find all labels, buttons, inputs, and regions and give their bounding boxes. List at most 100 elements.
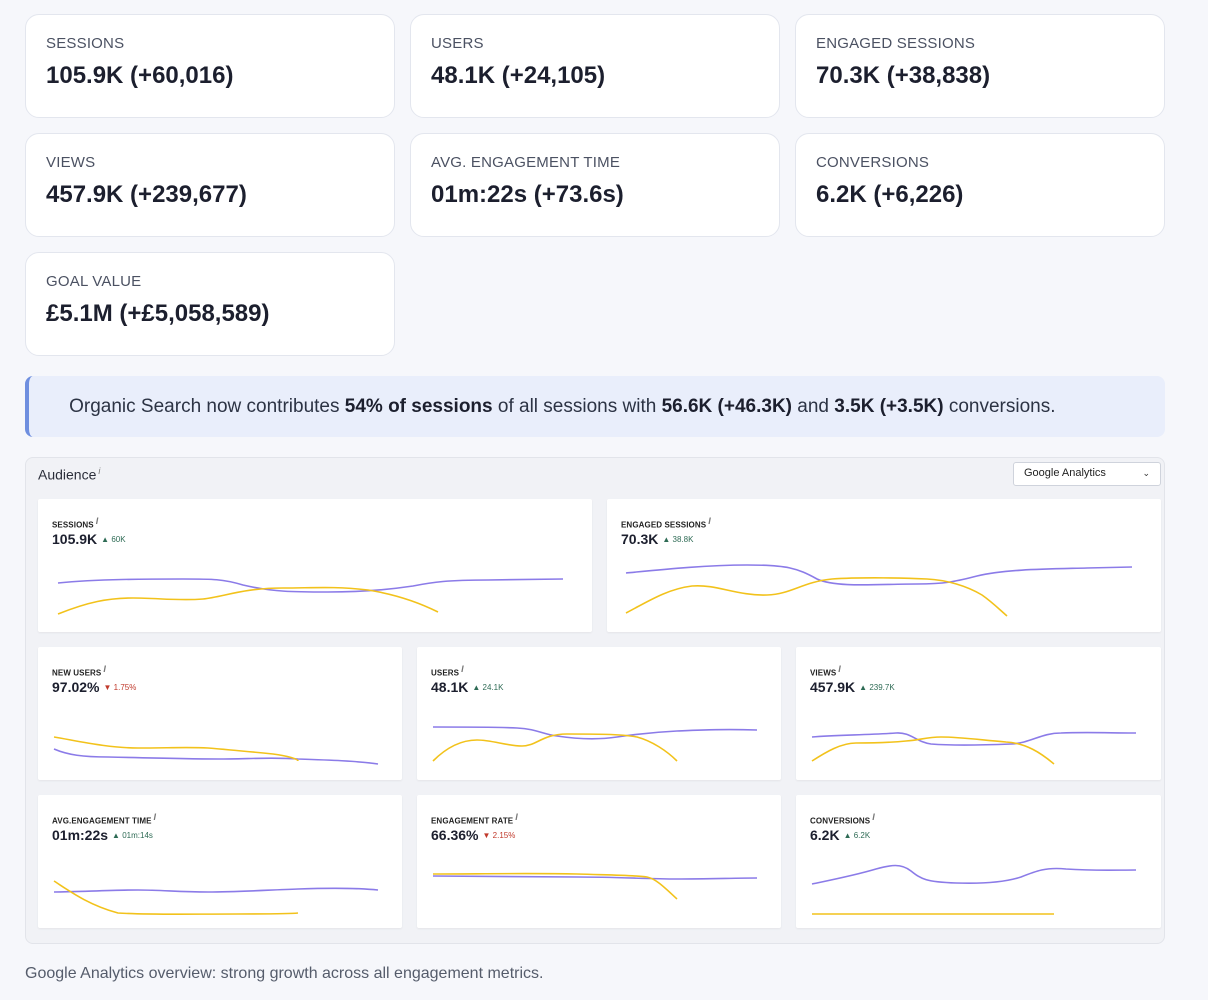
info-icon[interactable]: i <box>838 664 841 674</box>
metric-card-conversions[interactable]: CONVERSIONS i 6.2K ▲ 6.2K <box>796 795 1161 928</box>
sparkline-previous <box>432 733 678 762</box>
kpi-value: 01m:22s (+73.6s) <box>431 181 624 208</box>
sparkline-previous <box>811 736 1055 765</box>
delta-up-icon: ▲ <box>112 831 120 840</box>
card-value-text: 66.36% <box>431 827 479 843</box>
card-title-text: ENGAGED SESSIONS <box>621 520 707 530</box>
sparkline <box>432 872 758 900</box>
kpi-label: SESSIONS <box>46 35 125 52</box>
sparkline <box>811 864 1137 915</box>
delta-badge: ▼ 1.75% <box>103 683 136 692</box>
card-value-text: 01m:22s <box>52 827 109 843</box>
metric-card-views[interactable]: VIEWS i 457.9K ▲ 239.7K <box>796 647 1161 780</box>
callout-text: Organic Search now contributes <box>69 395 345 417</box>
info-icon[interactable]: i <box>103 664 106 674</box>
card-value: 66.36% ▼ 2.15% <box>431 827 515 843</box>
sparkline-previous <box>53 736 299 762</box>
kpi-label: ENGAGED SESSIONS <box>816 35 976 52</box>
metric-card-avg-engagement-time[interactable]: AVG.ENGAGEMENT TIME i 01m:22s ▲ 01m:14s <box>38 795 402 928</box>
kpi-value: 70.3K (+38,838) <box>816 62 991 89</box>
delta-text: 6.2K <box>853 831 871 840</box>
callout-share: 54% of sessions <box>344 395 493 417</box>
sparkline <box>625 564 1133 617</box>
sparkline <box>57 578 564 615</box>
sparkline-previous <box>57 586 439 615</box>
metric-card-users[interactable]: USERS i 48.1K ▲ 24.1K <box>417 647 781 780</box>
delta-down-icon: ▼ <box>482 831 491 840</box>
card-title-text: ENGAGEMENT RATE <box>431 816 514 826</box>
info-icon[interactable]: i <box>98 466 101 476</box>
delta-badge: ▲ 6.2K <box>844 831 871 840</box>
metric-card-engaged-sessions[interactable]: ENGAGED SESSIONS i 70.3K ▲ 38.8K <box>607 499 1161 632</box>
kpi-label: CONVERSIONS <box>816 154 930 171</box>
kpi-card-conversions: CONVERSIONS 6.2K (+6,226) <box>795 133 1165 237</box>
kpi-value: 105.9K (+60,016) <box>46 62 234 89</box>
info-icon[interactable]: i <box>872 812 875 822</box>
callout-text: and <box>792 395 835 417</box>
sparkline <box>811 731 1137 765</box>
card-title: CONVERSIONS i <box>810 812 875 826</box>
sparkline-current <box>811 864 1137 885</box>
delta-text: 239.7K <box>869 683 895 692</box>
card-title-text: NEW USERS <box>52 668 102 678</box>
info-icon[interactable]: i <box>515 812 518 822</box>
callout-conversions: 3.5K (+3.5K) <box>834 395 944 417</box>
card-value: 6.2K ▲ 6.2K <box>810 827 870 843</box>
kpi-card-users: USERS 48.1K (+24,105) <box>410 14 780 118</box>
card-title: ENGAGEMENT RATE i <box>431 812 518 826</box>
kpi-label: GOAL VALUE <box>46 273 142 290</box>
card-title: SESSIONS i <box>52 516 98 530</box>
card-value: 48.1K ▲ 24.1K <box>431 679 503 695</box>
card-title-text: CONVERSIONS <box>810 816 871 826</box>
sparkline-previous <box>625 577 1008 617</box>
delta-text: 24.1K <box>482 683 504 692</box>
sparkline-previous <box>53 880 299 916</box>
kpi-value: 6.2K (+6,226) <box>816 181 964 208</box>
kpi-value: £5.1M (+£5,058,589) <box>46 300 270 327</box>
delta-up-icon: ▲ <box>101 535 110 544</box>
kpi-card-engaged-sessions: ENGAGED SESSIONS 70.3K (+38,838) <box>795 14 1165 118</box>
kpi-label: USERS <box>431 35 484 52</box>
callout-text: conversions. <box>943 395 1056 417</box>
metric-card-engagement-rate[interactable]: ENGAGEMENT RATE i 66.36% ▼ 2.15% <box>417 795 781 928</box>
callout-text: of all sessions with <box>492 395 662 417</box>
delta-text: 60K <box>111 535 126 544</box>
card-value-text: 97.02% <box>52 679 100 695</box>
card-value-text: 457.9K <box>810 679 856 695</box>
chevron-down-icon: ⌄ <box>1142 468 1150 478</box>
metric-card-new-users[interactable]: NEW USERS i 97.02% ▼ 1.75% <box>38 647 402 780</box>
delta-text: 38.8K <box>672 535 694 544</box>
callout-sessions: 56.6K (+46.3K) <box>661 395 793 417</box>
delta-up-icon: ▲ <box>472 683 481 692</box>
card-value-text: 6.2K <box>810 827 840 843</box>
kpi-card-goal-value: GOAL VALUE £5.1M (+£5,058,589) <box>25 252 395 356</box>
delta-badge: ▲ 239.7K <box>859 683 895 692</box>
insight-callout: Organic Search now contributes 54% of se… <box>25 376 1165 437</box>
sparkline-current <box>625 564 1133 586</box>
sparkline-previous <box>432 872 678 900</box>
footer-caption: Google Analytics overview: strong growth… <box>25 965 544 982</box>
audience-title-text: Audience <box>38 466 97 483</box>
delta-text: 2.15% <box>492 831 516 840</box>
sparkline-current <box>53 748 379 765</box>
info-icon[interactable]: i <box>153 812 157 822</box>
kpi-card-avg-engagement-time: AVG. ENGAGEMENT TIME 01m:22s (+73.6s) <box>410 133 780 237</box>
delta-up-icon: ▲ <box>843 831 852 840</box>
info-icon[interactable]: i <box>708 516 711 526</box>
metric-card-sessions[interactable]: SESSIONS i 105.9K ▲ 60K <box>38 499 592 632</box>
delta-badge: ▼ 2.15% <box>482 831 515 840</box>
sparkline <box>53 736 379 765</box>
info-icon[interactable]: i <box>461 664 464 674</box>
kpi-value: 48.1K (+24,105) <box>431 62 606 89</box>
delta-text: 1.75% <box>113 683 137 692</box>
delta-badge: ▲ 38.8K <box>662 535 693 544</box>
sparkline-current <box>432 875 758 880</box>
card-value: 01m:22s ▲ 01m:14s <box>52 827 153 843</box>
card-title: NEW USERS i <box>52 664 106 678</box>
source-select[interactable]: Google Analytics ⌄ <box>1013 462 1161 486</box>
info-icon[interactable]: i <box>95 516 99 526</box>
delta-badge: ▲ 01m:14s <box>112 831 153 840</box>
card-title: AVG.ENGAGEMENT TIME i <box>52 812 156 826</box>
delta-text: 01m:14s <box>122 831 153 840</box>
card-title-text: AVG.ENGAGEMENT TIME <box>52 816 152 826</box>
